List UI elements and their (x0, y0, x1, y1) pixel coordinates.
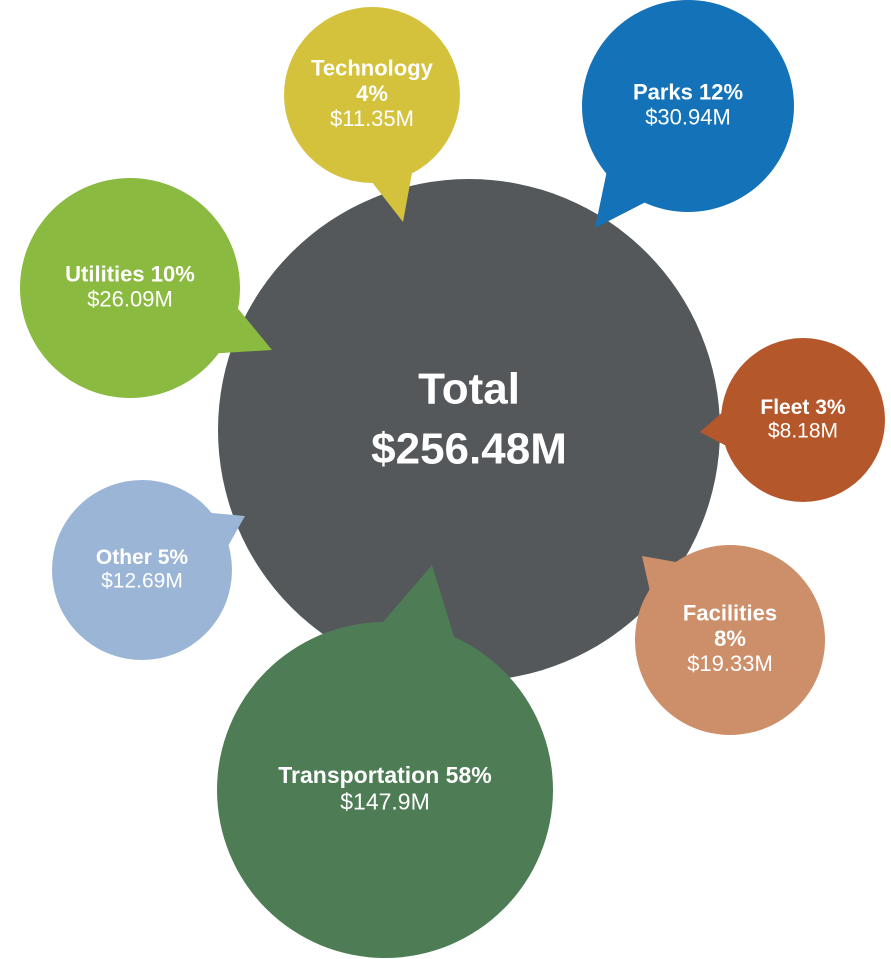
bubble (20, 178, 240, 398)
bubble (582, 0, 794, 212)
node-amount: $12.69M (101, 570, 183, 593)
node-amount: $30.94M (645, 104, 731, 129)
node-name: Transportation (278, 762, 439, 788)
node-share: 10% (151, 261, 195, 286)
node-title: Utilities 10% (65, 261, 195, 286)
node-amount: $26.09M (87, 286, 173, 311)
node-share: 8% (714, 626, 746, 651)
node-share: 58% (446, 762, 492, 788)
node-amount: $19.33M (687, 651, 773, 676)
node-share: 5% (158, 545, 189, 568)
bubble (217, 622, 553, 958)
node-name: Facilities (683, 601, 777, 626)
node-amount: $147.9M (340, 788, 430, 814)
node-share: 12% (699, 79, 743, 104)
node-name: Parks (633, 79, 693, 104)
center-bubble (218, 179, 720, 681)
node-name: Technology (311, 56, 434, 81)
node-share: 4% (356, 81, 388, 106)
node-name: Utilities (65, 261, 144, 286)
node-name: Fleet (760, 395, 809, 418)
node-name: Other (96, 545, 152, 568)
node-title: Parks 12% (633, 79, 743, 104)
node-title: Other 5% (96, 545, 189, 568)
bubble (635, 545, 825, 735)
node-title: Fleet 3% (760, 395, 846, 418)
bubble (52, 480, 232, 660)
node-share: 3% (815, 395, 846, 418)
bubble (284, 7, 460, 183)
center-amount: $256.48M (371, 425, 567, 474)
node-title: Transportation 58% (278, 762, 491, 788)
node-amount: $8.18M (768, 420, 838, 443)
center-label: Total (418, 365, 520, 414)
bubble (721, 338, 885, 502)
node-amount: $11.35M (330, 106, 414, 131)
